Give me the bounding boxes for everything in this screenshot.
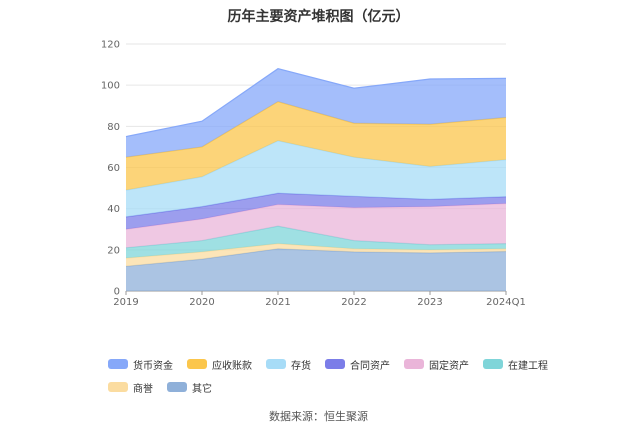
legend-swatch: [483, 359, 503, 369]
legend-swatch: [108, 359, 128, 369]
legend-item[interactable]: 在建工程: [483, 358, 548, 372]
legend-swatch: [404, 359, 424, 369]
legend-swatch: [108, 382, 128, 392]
area-货币资金: [126, 68, 506, 158]
legend-label: 合同资产: [350, 360, 390, 372]
chart-legend: 货币资金 应收账款 存货 合同资产 固定资产 在建工程商誉 其它: [108, 354, 578, 400]
legend-swatch: [167, 382, 187, 392]
data-source: 数据来源：恒生聚源: [269, 410, 368, 423]
x-tick-label: 2024Q1: [486, 297, 526, 308]
y-tick-label: 80: [107, 122, 120, 133]
legend-label: 货币资金: [133, 360, 173, 372]
legend-swatch: [325, 359, 345, 369]
legend-item[interactable]: 货币资金: [108, 358, 173, 372]
legend-label: 存货: [291, 360, 311, 372]
area-存货: [126, 140, 506, 217]
x-tick-label: 2020: [189, 297, 214, 308]
area-应收账款: [126, 101, 506, 191]
line-其它: [125, 248, 507, 267]
x-tick-label: 2021: [265, 297, 290, 308]
area-其它: [126, 248, 506, 291]
legend-item[interactable]: 存货: [266, 358, 311, 372]
legend-item[interactable]: 商誉: [108, 381, 153, 395]
y-tick-label: 40: [107, 204, 120, 215]
line-在建工程: [125, 225, 507, 249]
legend-item[interactable]: 固定资产: [404, 358, 469, 372]
y-tick-label: 0: [114, 287, 120, 298]
chart-title: 历年主要资产堆积图（亿元）: [227, 9, 410, 25]
area-固定资产: [126, 203, 506, 248]
y-tick-label: 20: [107, 245, 120, 256]
legend-item[interactable]: 合同资产: [325, 358, 390, 372]
legend-swatch: [187, 359, 207, 369]
x-tick-label: 2023: [417, 297, 442, 308]
legend-label: 固定资产: [429, 360, 469, 372]
legend-item[interactable]: 其它: [167, 381, 212, 395]
y-tick-label: 120: [101, 40, 120, 51]
legend-label: 应收账款: [212, 360, 252, 372]
area-合同资产: [126, 193, 506, 230]
legend-label: 商誉: [133, 383, 153, 395]
legend-swatch: [266, 359, 286, 369]
x-tick-label: 2019: [113, 297, 138, 308]
y-tick-label: 60: [107, 163, 120, 174]
y-tick-label: 100: [101, 81, 120, 92]
legend-item[interactable]: 应收账款: [187, 358, 252, 372]
area-商誉: [126, 243, 506, 267]
x-tick-label: 2022: [341, 297, 366, 308]
legend-label: 在建工程: [508, 360, 548, 372]
area-在建工程: [126, 226, 506, 259]
line-货币资金: [125, 68, 507, 138]
legend-label: 其它: [192, 383, 212, 395]
